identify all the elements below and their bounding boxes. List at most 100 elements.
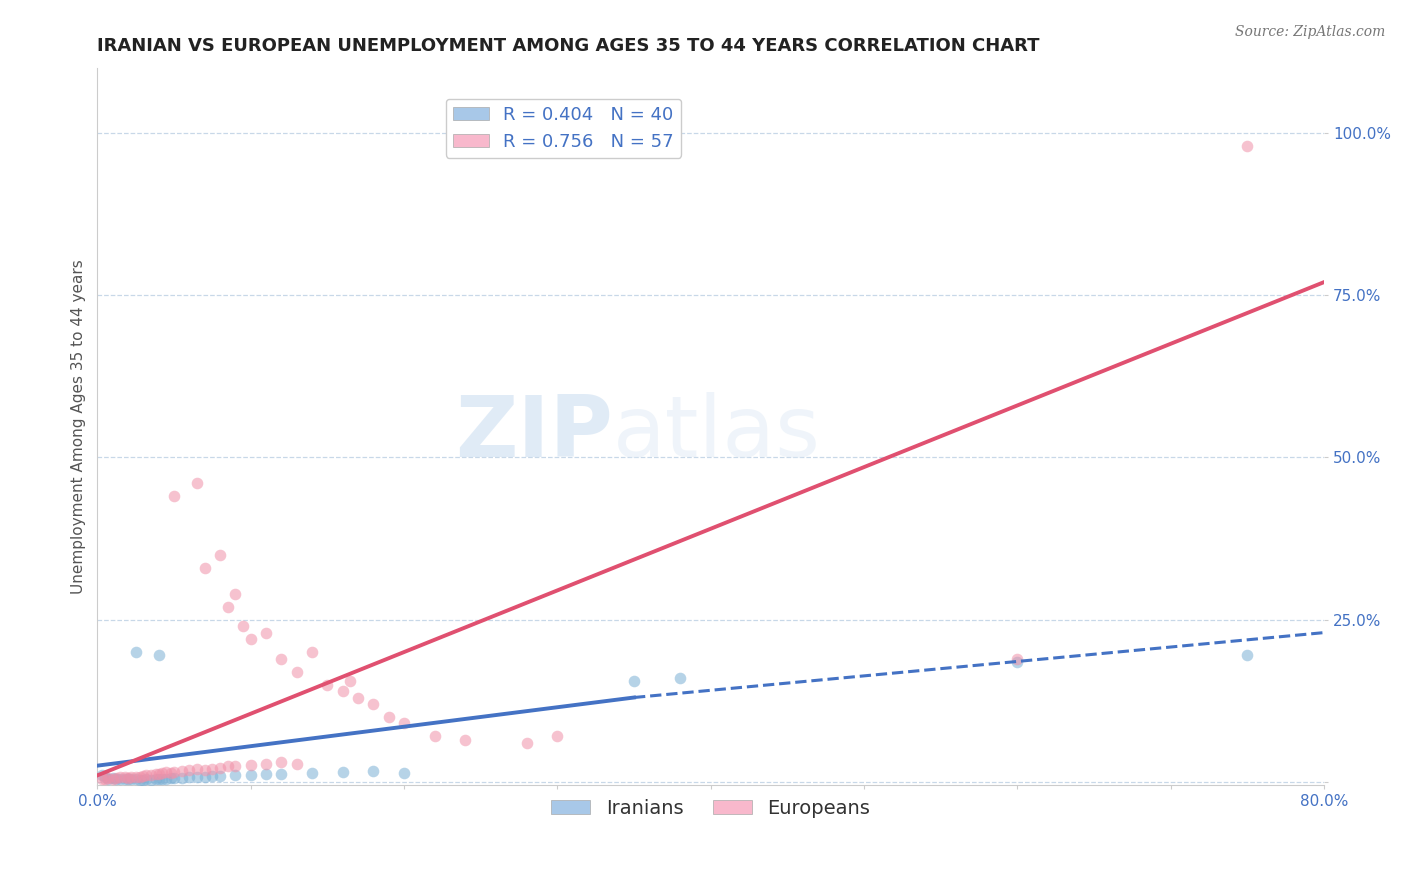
Point (239, 768, 262, 782)
Point (194, 770, 217, 784)
Point (110, 772, 132, 786)
Point (347, 690, 370, 705)
Point (114, 770, 136, 784)
Point (217, 759, 239, 773)
Point (110, 770, 132, 784)
Point (224, 587, 246, 601)
Point (339, 674, 361, 689)
Point (186, 770, 208, 784)
Legend: Iranians, Europeans: Iranians, Europeans (544, 791, 877, 826)
Point (224, 758, 246, 772)
Text: IRANIAN VS EUROPEAN UNEMPLOYMENT AMONG AGES 35 TO 44 YEARS CORRELATION CHART: IRANIAN VS EUROPEAN UNEMPLOYMENT AMONG A… (97, 37, 1040, 55)
Point (150, 765, 173, 780)
Point (163, 771, 186, 785)
Point (163, 489, 186, 503)
Point (363, 764, 385, 779)
Text: ZIP: ZIP (454, 392, 613, 475)
Point (516, 736, 538, 750)
Point (224, 768, 246, 782)
Point (254, 625, 277, 640)
Point (254, 767, 277, 781)
Point (186, 476, 208, 491)
Point (179, 770, 201, 784)
Point (332, 684, 354, 698)
Point (423, 730, 446, 744)
Point (1236, 648, 1258, 663)
Point (125, 770, 148, 784)
Point (316, 677, 339, 691)
Point (125, 645, 148, 659)
Point (270, 651, 292, 665)
Point (363, 697, 385, 711)
Point (163, 765, 186, 780)
Y-axis label: Unemployment Among Ages 35 to 44 years: Unemployment Among Ages 35 to 44 years (72, 260, 86, 594)
Point (170, 771, 193, 785)
Point (117, 771, 139, 785)
Point (270, 767, 292, 781)
Text: atlas: atlas (613, 392, 821, 475)
Point (1007, 655, 1029, 669)
Point (208, 548, 231, 562)
Point (392, 716, 415, 731)
Point (148, 648, 170, 663)
Point (239, 758, 262, 772)
Point (392, 766, 415, 780)
Point (97, 771, 120, 785)
Point (179, 763, 201, 777)
Point (217, 599, 239, 614)
Point (129, 770, 152, 784)
Point (148, 767, 170, 781)
Point (94, 770, 117, 784)
Point (201, 762, 224, 776)
Point (91, 768, 114, 782)
Point (135, 768, 157, 782)
Point (145, 767, 167, 781)
Point (125, 772, 148, 787)
Point (186, 762, 208, 776)
Point (285, 665, 308, 679)
Point (148, 772, 170, 787)
Point (1236, 139, 1258, 153)
Point (150, 772, 173, 786)
Point (160, 771, 183, 785)
Point (104, 772, 127, 786)
Point (120, 772, 142, 786)
Point (301, 645, 323, 659)
Point (194, 560, 217, 574)
Point (160, 765, 183, 780)
Point (208, 761, 231, 775)
Point (1007, 651, 1029, 665)
Point (669, 671, 692, 685)
Point (285, 756, 308, 771)
Point (194, 763, 217, 777)
Point (270, 756, 292, 770)
Point (117, 772, 139, 787)
Point (546, 730, 568, 744)
Point (97, 772, 120, 786)
Point (454, 732, 477, 747)
Point (377, 710, 399, 724)
Point (91, 772, 114, 786)
Point (145, 772, 167, 787)
Point (208, 769, 231, 783)
Point (129, 772, 152, 787)
Point (120, 770, 142, 784)
Point (332, 765, 354, 780)
Point (301, 766, 323, 780)
Point (170, 764, 193, 779)
Point (239, 632, 262, 646)
Point (132, 769, 155, 783)
Text: Source: ZipAtlas.com: Source: ZipAtlas.com (1234, 25, 1385, 39)
Point (254, 756, 277, 771)
Point (139, 768, 162, 782)
Point (232, 619, 254, 633)
Point (139, 772, 162, 787)
Point (623, 674, 645, 689)
Point (132, 772, 155, 787)
Point (101, 772, 124, 786)
Point (114, 772, 136, 787)
Point (201, 769, 224, 783)
Point (135, 772, 157, 787)
Point (101, 771, 124, 785)
Point (104, 771, 127, 785)
